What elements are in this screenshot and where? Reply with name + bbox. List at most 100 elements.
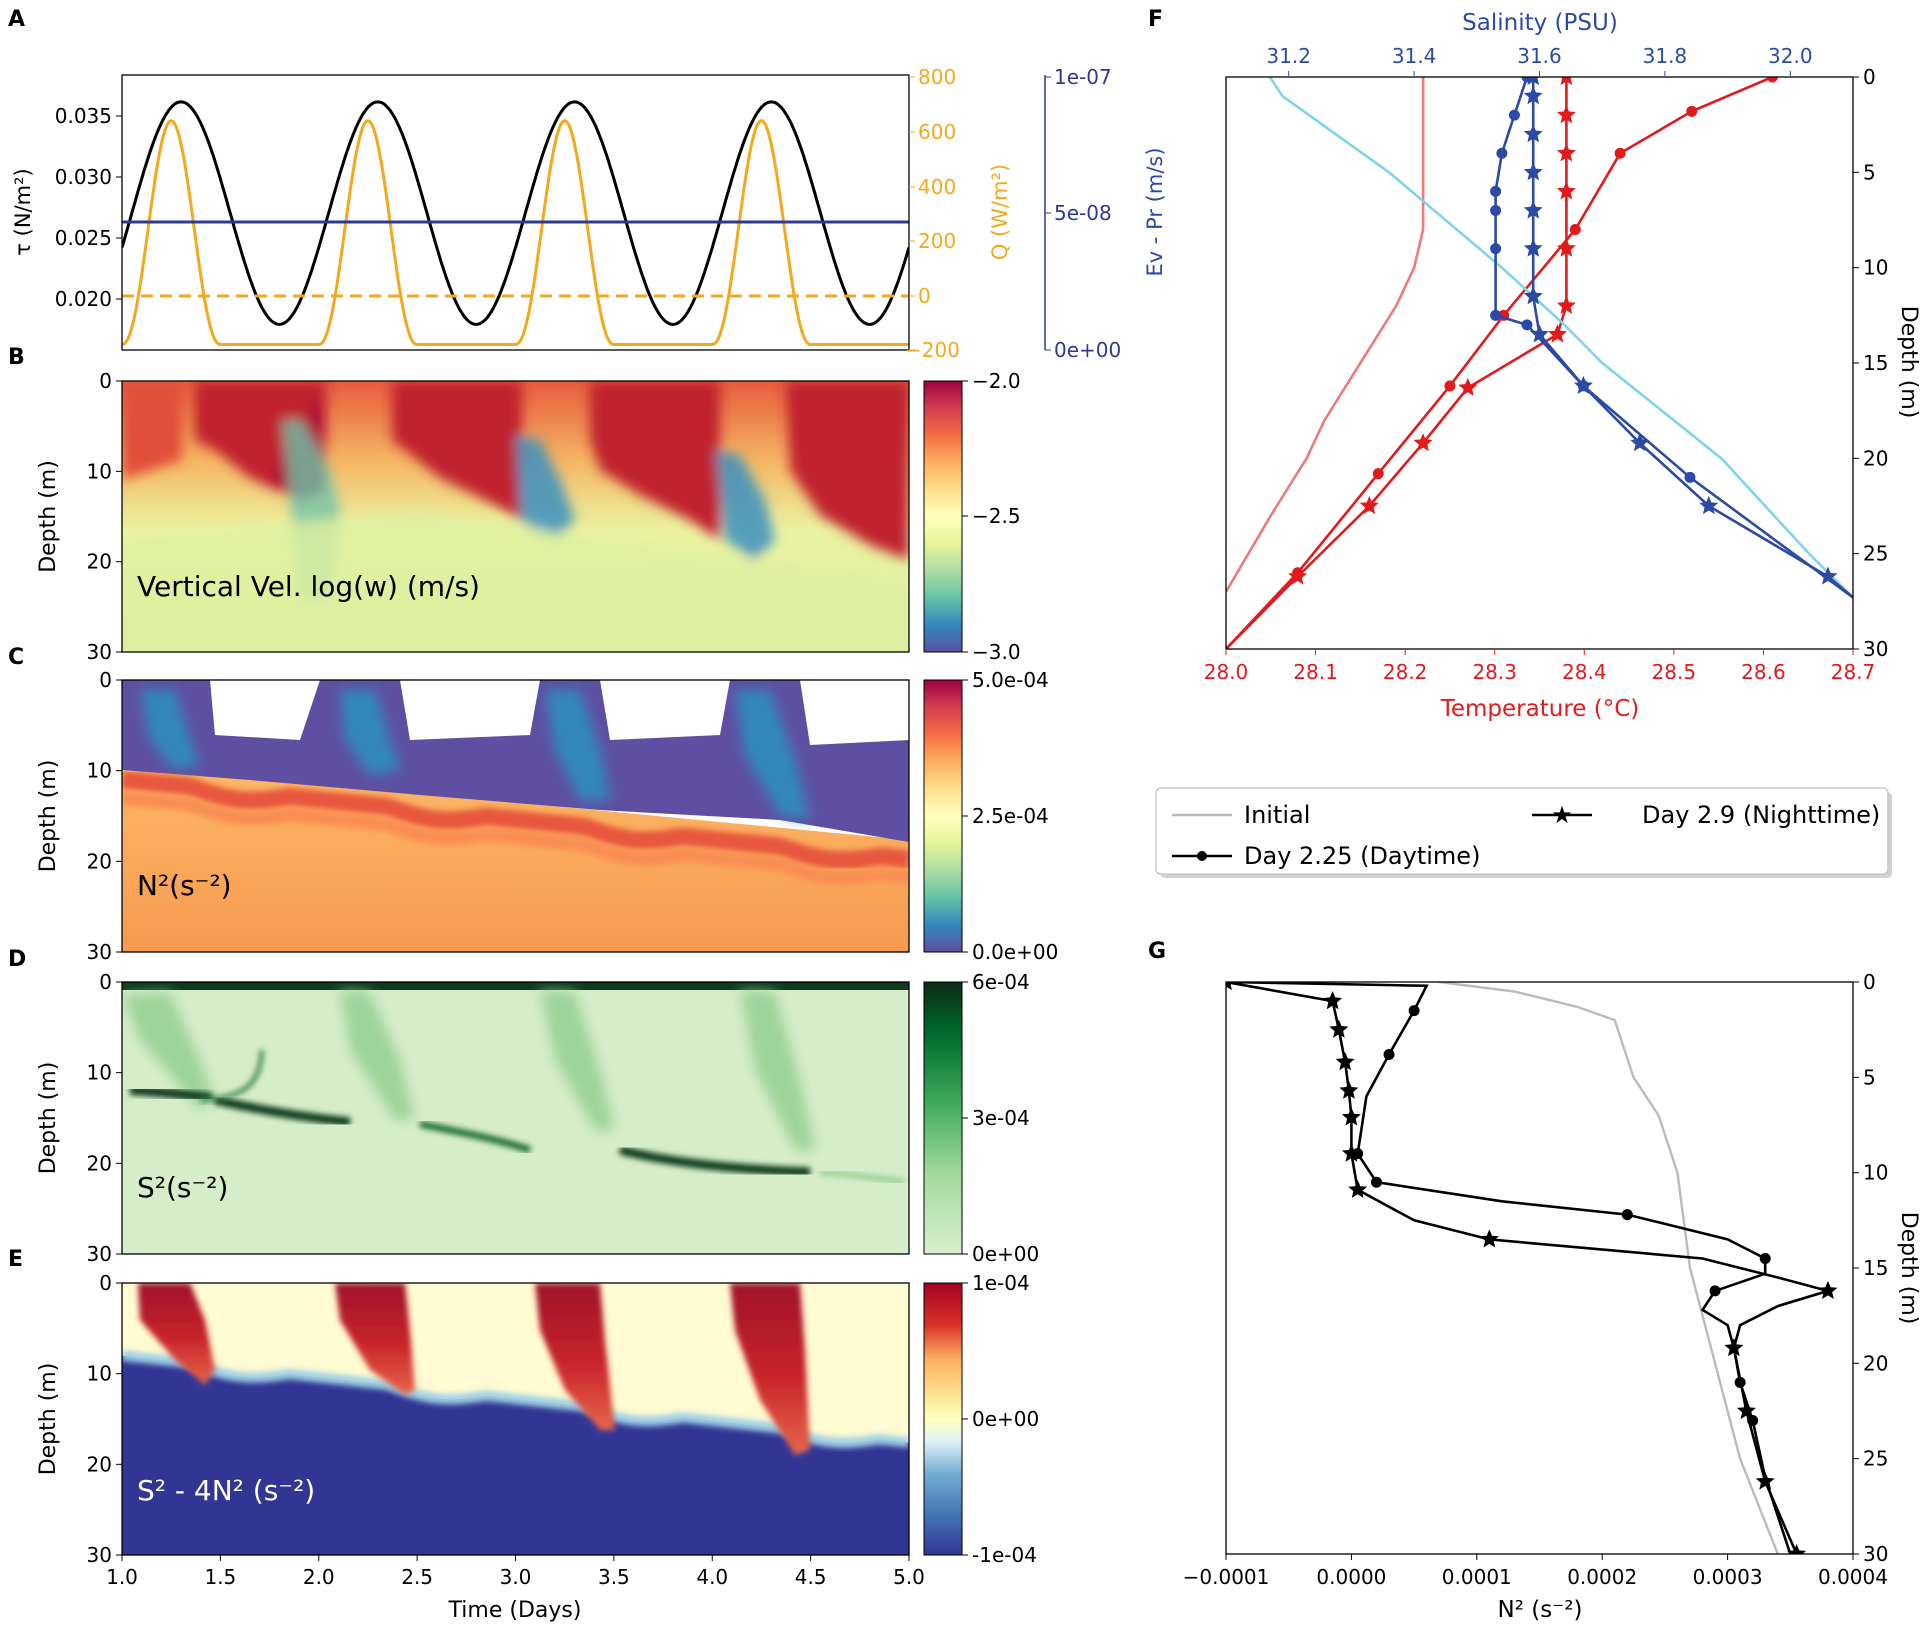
depth-tick-c-20: 20 <box>87 849 112 873</box>
s2-band-4 <box>618 1145 811 1177</box>
f-point-5-4 <box>1523 200 1543 219</box>
f-sal-tick-32.0: 32.0 <box>1768 44 1813 68</box>
time-tick-2.0: 2.0 <box>303 1565 335 1589</box>
time-tick-4.5: 4.5 <box>795 1565 827 1589</box>
cb-c-tick-top: 5.0e-04 <box>972 668 1049 692</box>
panel-letter-b: B <box>8 345 25 370</box>
tau-tick-0035: 0.035 <box>55 104 112 128</box>
heat-flux-line <box>122 119 909 346</box>
n2-thermocline-band <box>122 770 909 870</box>
panel-e: S² - 4N² (s⁻²) <box>121 1282 963 1556</box>
panel-e-colorbar <box>923 1282 963 1556</box>
f-point-2-4 <box>1556 238 1576 257</box>
panel-a-left-ticks: 0.035 0.030 0.025 0.020 <box>55 104 122 311</box>
g-point-2-3 <box>1335 1052 1355 1071</box>
colorbar-ticks: −2.0 −2.5 −3.0 5.0e-04 2.5e-04 0.0e+00 6… <box>962 369 1058 1567</box>
time-tick-5.0: 5.0 <box>893 1565 925 1589</box>
f-point-2-9 <box>1359 496 1379 515</box>
g-point-2-15 <box>1724 1338 1744 1357</box>
panel-b-frame <box>121 380 910 653</box>
g-series-line-2 <box>1226 982 1833 1554</box>
time-axis-label: Time (Days) <box>448 1598 582 1623</box>
cb-d-tick-mid: 3e-04 <box>972 1106 1030 1130</box>
panel-letter-c: C <box>8 645 24 670</box>
legend-star-icon: ★ <box>1551 801 1573 829</box>
tau-axis-label: τ (N/m²) <box>11 168 35 255</box>
time-tick-2.5: 2.5 <box>401 1565 433 1589</box>
depth-axis-label-f: Depth (m) <box>1896 306 1921 419</box>
f-series-line-2 <box>1226 77 1568 649</box>
g-n2-tick-2: 0.0001 <box>1442 1565 1512 1589</box>
panel-g-axes: 0 5 10 15 20 25 30 −0.0001 0.0000 0.0001 0.0002 0.0… <box>1183 970 1889 1589</box>
time-tick-3.0: 3.0 <box>500 1565 532 1589</box>
panel-c-label: N²(s⁻²) <box>137 869 232 902</box>
cb-c-tick-bot: 0.0e+00 <box>972 940 1058 964</box>
g-n2-tick-0: −0.0001 <box>1183 1565 1270 1589</box>
panel-a-q-ticks: 800 600 400 200 0 −200 <box>905 65 960 362</box>
f-point-4-4 <box>1490 204 1502 216</box>
f-point-1-2 <box>1614 147 1626 159</box>
depth-tick-e-30: 30 <box>87 1543 112 1567</box>
g-depth-tick-25: 25 <box>1863 1447 1888 1471</box>
f-point-1-0 <box>1766 77 1778 83</box>
f-point-5-11 <box>1818 566 1838 585</box>
s2-band-5 <box>819 1169 906 1185</box>
g-depth-tick-15: 15 <box>1863 1256 1888 1280</box>
f-point-2-6 <box>1547 324 1567 343</box>
cb-e-tick-top: 1e-04 <box>972 1271 1030 1295</box>
f-depth-tick-15: 15 <box>1863 351 1888 375</box>
depth-axis-label-g: Depth (m) <box>1896 1212 1921 1325</box>
cb-e-tick-bot: -1e-04 <box>972 1543 1037 1567</box>
panel-d-frame <box>121 981 910 1255</box>
f-point-5-2 <box>1523 124 1543 143</box>
panel-e-label: S² - 4N² (s⁻²) <box>137 1474 315 1507</box>
f-series-line-4 <box>1494 77 1853 599</box>
panel-c-frame <box>121 679 910 953</box>
depth-axis-label-e: Depth (m) <box>36 1363 61 1476</box>
cb-b-tick-top: −2.0 <box>972 369 1021 393</box>
f-depth-tick-10: 10 <box>1863 256 1888 280</box>
f-temp-tick-28.0: 28.0 <box>1204 660 1249 684</box>
panel-g-frame <box>1225 981 1854 1555</box>
f-depth-tick-5: 5 <box>1863 160 1876 184</box>
f-point-4-3 <box>1490 185 1502 197</box>
q-tick-800: 800 <box>918 65 956 89</box>
f-point-1-1 <box>1686 105 1698 117</box>
f-sal-tick-31.6: 31.6 <box>1517 44 1562 68</box>
g-point-2-7 <box>1348 1179 1368 1198</box>
depth-ticks-b-to-e: 0 10 20 30 Depth (m) 0 10 20 30 Depth (m) 0 10 20 30 D… <box>36 369 122 1567</box>
g-point-1-8 <box>1621 1209 1633 1221</box>
f-point-1-6 <box>1372 468 1384 480</box>
f-point-2-3 <box>1556 181 1576 200</box>
panel-letter-d: D <box>8 947 26 972</box>
f-point-4-6 <box>1490 309 1502 321</box>
q-axis-label: Q (W/m²) <box>988 164 1012 260</box>
f-point-2-5 <box>1556 295 1576 314</box>
s2-band-1 <box>129 1085 213 1103</box>
panel-letters: A B C D E F G <box>8 7 1166 1272</box>
f-point-1-3 <box>1569 224 1581 236</box>
panel-f-axes: 0 5 10 15 20 25 30 28.0 28.1 28.2 28.3 28.4 28.5 28.6… <box>1204 44 1889 684</box>
panel-letter-f: F <box>1148 7 1163 32</box>
g-n2-tick-3: 0.0002 <box>1567 1565 1637 1589</box>
panel-b-colorbar <box>923 380 963 653</box>
f-point-4-2 <box>1496 147 1508 159</box>
g-n2-tick-5: 0.0004 <box>1818 1565 1888 1589</box>
f-depth-tick-20: 20 <box>1863 446 1888 470</box>
f-temp-tick-28.7: 28.7 <box>1831 660 1876 684</box>
f-point-2-8 <box>1413 433 1433 452</box>
s2-band-3 <box>419 1120 532 1154</box>
legend: Initial Day 2.25 (Daytime) ★ Day 2.9 (Ni… <box>1155 787 1892 878</box>
f-point-5-7 <box>1530 324 1549 343</box>
f-point-2-7 <box>1458 377 1478 396</box>
g-point-2-12 <box>1818 1280 1838 1299</box>
f-temp-tick-28.5: 28.5 <box>1652 660 1697 684</box>
g-series-line-0 <box>1439 982 1779 1554</box>
panel-a-frame <box>121 74 910 351</box>
f-point-4-9 <box>1684 471 1696 483</box>
g-depth-tick-20: 20 <box>1863 1351 1888 1375</box>
f-temp-tick-28.3: 28.3 <box>1472 660 1517 684</box>
g-point-1-12 <box>1709 1285 1721 1297</box>
tau-tick-0030: 0.030 <box>55 165 112 189</box>
